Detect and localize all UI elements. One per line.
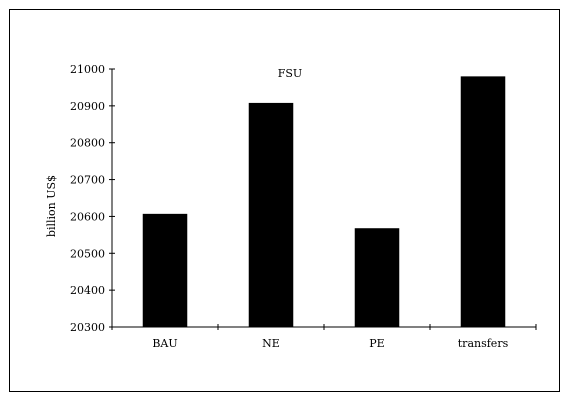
y-axis-label: billion US$	[45, 175, 58, 237]
bar-bau	[142, 213, 188, 327]
y-tick-label: 20700	[70, 174, 105, 187]
x-tick-label: BAU	[152, 337, 177, 350]
y-tick-label: 20900	[70, 100, 105, 113]
bar-ne	[248, 102, 294, 327]
x-tick-label: transfers	[458, 337, 509, 350]
x-tick-label: NE	[262, 337, 280, 350]
y-tick-label: 20500	[70, 247, 105, 260]
chart-title: FSU	[278, 67, 302, 80]
bars	[142, 76, 506, 327]
y-tick-label: 20600	[70, 210, 105, 223]
bar-pe	[354, 228, 400, 327]
x-axis: BAU NE PE transfers	[111, 324, 537, 350]
bar-transfers	[460, 76, 506, 327]
y-tick-label: 20800	[70, 137, 105, 150]
y-axis: 20300 20400 20500 20600 20700 20800 20900 21000	[70, 63, 115, 334]
x-tick-label: PE	[369, 337, 384, 350]
y-tick-label: 20400	[70, 284, 105, 297]
y-tick-label: 20300	[70, 321, 105, 334]
y-tick-label: 21000	[70, 63, 105, 76]
